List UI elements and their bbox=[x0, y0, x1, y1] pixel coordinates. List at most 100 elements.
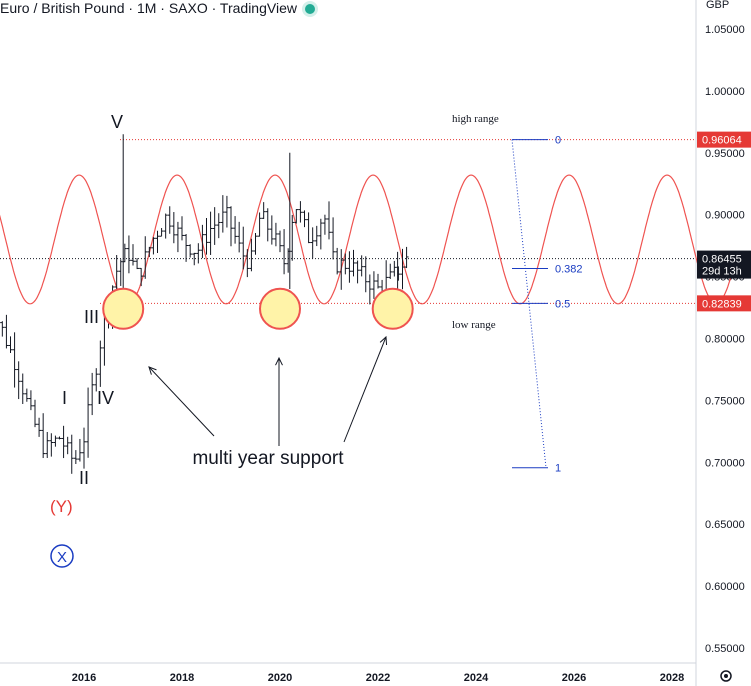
ohlc-bar bbox=[253, 233, 258, 255]
ohlc-bar bbox=[343, 253, 348, 275]
ohlc-bar bbox=[180, 216, 184, 241]
settings-icon[interactable] bbox=[720, 670, 732, 682]
ohlc-bar bbox=[12, 332, 17, 388]
ohlc-bar bbox=[241, 226, 246, 270]
ohlc-bar bbox=[184, 233, 189, 262]
ohlc-bar bbox=[322, 214, 327, 235]
time-tick-label: 2016 bbox=[72, 672, 96, 684]
ohlc-bar bbox=[371, 271, 376, 299]
ohlc-bar bbox=[33, 399, 37, 428]
price-tick-label: 0.95000 bbox=[705, 148, 745, 160]
ohlc-bar bbox=[376, 273, 380, 289]
ohlc-bar bbox=[143, 236, 148, 279]
ohlc-bar bbox=[20, 373, 25, 405]
wave-label-iii: III bbox=[84, 307, 99, 327]
time-tick-label: 2020 bbox=[268, 672, 292, 684]
ohlc-bar bbox=[298, 201, 303, 223]
ohlc-bar bbox=[257, 212, 262, 237]
support-circle bbox=[371, 287, 414, 330]
ohlc-bar bbox=[200, 224, 205, 259]
wave-label-v: V bbox=[111, 112, 123, 132]
svg-text:29d 13h: 29d 13h bbox=[702, 266, 742, 278]
fib-level-label: 0.5 bbox=[555, 298, 570, 310]
ohlc-bar bbox=[73, 450, 78, 464]
ohlc-bar bbox=[41, 413, 46, 459]
wave-label-x: X bbox=[57, 549, 67, 566]
ohlc-bar bbox=[86, 387, 91, 458]
time-tick-label: 2024 bbox=[464, 672, 489, 684]
ohlc-bar bbox=[327, 201, 331, 240]
time-axis[interactable]: 2016 2018 2020 2022 2024 2026 2028 bbox=[72, 672, 684, 684]
price-tick-label: 0.55000 bbox=[705, 643, 745, 655]
ohlc-bar bbox=[318, 218, 323, 250]
svg-text:0.96064: 0.96064 bbox=[702, 135, 742, 147]
wave-label-iv: IV bbox=[97, 388, 114, 408]
ohlc-bar bbox=[126, 235, 131, 274]
ohlc-bar bbox=[4, 314, 9, 349]
wave-label-ii: II bbox=[79, 468, 89, 488]
ohlc-bar bbox=[388, 263, 393, 279]
ohlc-bar bbox=[69, 434, 74, 474]
time-tick-label: 2022 bbox=[366, 672, 390, 684]
ohlc-bar bbox=[290, 214, 295, 261]
ohlc-bar bbox=[163, 213, 168, 239]
arrow bbox=[343, 335, 388, 443]
ohlc-bar bbox=[208, 211, 213, 255]
support-circle bbox=[102, 287, 145, 330]
ohlc-bar bbox=[359, 255, 364, 277]
ohlc-bar bbox=[404, 246, 409, 269]
ohlc-bar bbox=[155, 230, 160, 253]
fib-retracement[interactable]: 0 0.382 0.5 1 bbox=[511, 135, 583, 475]
ohlc-bar bbox=[151, 237, 156, 255]
ohlc-bar bbox=[82, 427, 86, 469]
time-tick-label: 2026 bbox=[562, 672, 586, 684]
ohlc-bar bbox=[139, 267, 144, 287]
ohlc-bar bbox=[45, 431, 50, 458]
high-range-label: high range bbox=[452, 113, 499, 125]
ohlc-bar bbox=[118, 259, 123, 286]
ohlc-bar bbox=[94, 368, 99, 392]
ohlc-bar bbox=[363, 256, 368, 293]
ohlc-bar bbox=[314, 225, 319, 247]
ohlc-bar bbox=[131, 244, 135, 266]
ohlc-bar bbox=[400, 248, 405, 290]
ohlc-bar bbox=[224, 195, 229, 228]
support-arrows bbox=[148, 335, 388, 446]
ohlc-bar bbox=[220, 195, 225, 233]
ohlc-bar bbox=[61, 425, 66, 459]
ohlc-bar bbox=[192, 252, 197, 266]
ohlc-bar bbox=[212, 207, 217, 245]
ohlc-bar bbox=[90, 372, 95, 416]
cycle-sine-line bbox=[0, 174, 732, 305]
ohlc-bar bbox=[196, 243, 201, 264]
ohlc-bar bbox=[347, 251, 352, 283]
price-label: 0.96064 bbox=[697, 131, 751, 148]
ohlc-bar bbox=[0, 321, 5, 337]
ohlc-bar bbox=[24, 388, 29, 402]
ohlc-bar bbox=[37, 417, 42, 437]
support-circle bbox=[259, 287, 301, 330]
ohlc-bar bbox=[8, 336, 13, 354]
ohlc-bar bbox=[355, 260, 360, 284]
ohlc-bar bbox=[65, 436, 70, 455]
ohlc-bar bbox=[175, 221, 180, 253]
ohlc-bar bbox=[339, 249, 344, 290]
ohlc-bar bbox=[216, 213, 221, 239]
ohlc-bar bbox=[167, 206, 172, 234]
price-tick-label: 0.70000 bbox=[705, 457, 745, 469]
svg-text:0.82839: 0.82839 bbox=[702, 298, 742, 310]
time-tick-label: 2028 bbox=[660, 672, 684, 684]
wave-label-i: I bbox=[62, 388, 67, 408]
fib-level-label: 1 bbox=[555, 463, 561, 475]
price-tick-label: 0.60000 bbox=[705, 581, 745, 593]
ohlc-bar bbox=[302, 210, 307, 228]
price-axis[interactable]: 1.050001.000000.950000.900000.850000.800… bbox=[705, 24, 745, 655]
cycle-curve bbox=[0, 174, 732, 305]
support-label: multi year support bbox=[192, 448, 344, 469]
ohlc-bar bbox=[16, 361, 21, 400]
ohlc-bar bbox=[57, 436, 62, 440]
horizontal-levels bbox=[0, 139, 696, 304]
